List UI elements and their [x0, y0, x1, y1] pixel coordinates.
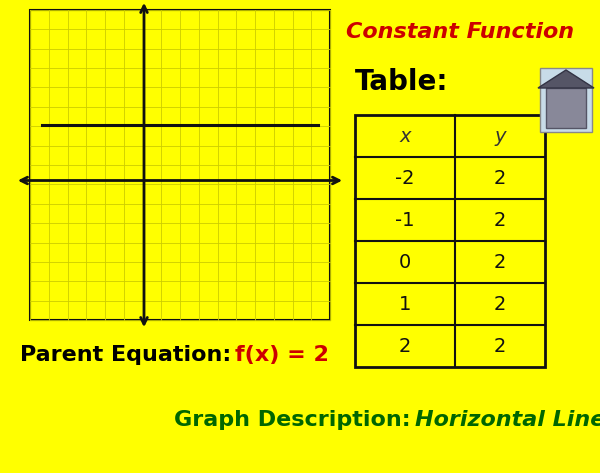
Text: 2: 2: [494, 336, 506, 356]
Text: 2: 2: [399, 336, 411, 356]
Text: 1: 1: [399, 295, 411, 314]
Text: 2: 2: [494, 295, 506, 314]
Text: f(x) = 2: f(x) = 2: [235, 345, 329, 365]
Text: Graph Description:: Graph Description:: [174, 410, 426, 430]
Polygon shape: [538, 70, 594, 88]
Text: 2: 2: [494, 168, 506, 187]
Text: x: x: [399, 126, 411, 146]
Bar: [546, 88, 586, 128]
Text: -2: -2: [395, 168, 415, 187]
Text: Horizontal Line: Horizontal Line: [415, 410, 600, 430]
Text: Constant Function: Constant Function: [346, 22, 574, 42]
Text: Parent Equation:: Parent Equation:: [20, 345, 247, 365]
Text: -1: -1: [395, 210, 415, 229]
Bar: [540, 68, 592, 132]
Text: 2: 2: [494, 210, 506, 229]
Bar: [355, 115, 545, 367]
Text: 0: 0: [399, 253, 411, 272]
Text: Table:: Table:: [355, 68, 449, 96]
Bar: [30, 10, 330, 320]
Text: 2: 2: [494, 253, 506, 272]
Text: y: y: [494, 126, 506, 146]
